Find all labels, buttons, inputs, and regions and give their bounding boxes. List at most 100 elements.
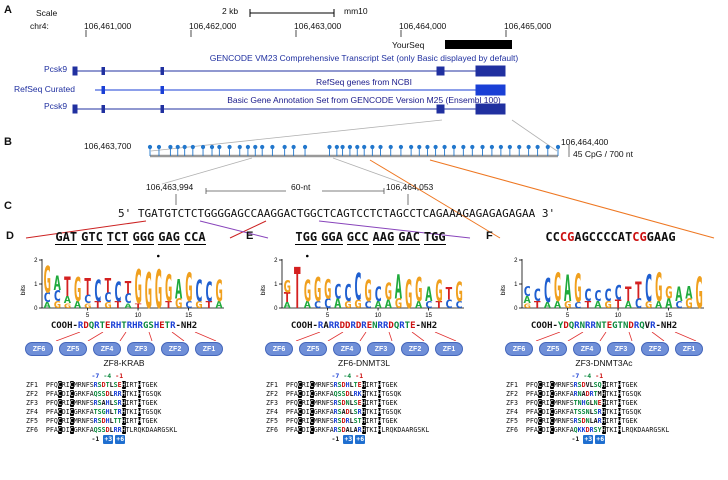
target-triplet: GAT [55, 230, 78, 246]
svg-text:15: 15 [665, 313, 672, 319]
svg-text:T: T [94, 299, 102, 310]
target-triplet: GTC [81, 230, 103, 246]
svg-text:G: G [145, 264, 153, 320]
svg-text:15: 15 [185, 313, 192, 319]
zf-oval: ZF4 [93, 342, 121, 356]
ruler-ticks [85, 30, 507, 37]
helix-finger-connectors-e [295, 332, 457, 341]
svg-text:G: G [455, 277, 463, 308]
svg-text:T: T [584, 299, 592, 310]
zf-alignment-row: ZF5 PFQCRICMRNFSRSDNLARHIRTHTGEK [506, 417, 638, 425]
target-triplet: TGG [423, 230, 446, 246]
svg-text:G: G [304, 275, 312, 309]
zf-alignment-d: -7 -4 -1 ZF1 PFQCRICMRNFSRSDTLSEHIRTHTGEK ZF… [6, 372, 242, 444]
panel-b-label: B [4, 136, 12, 148]
svg-text:C: C [344, 281, 352, 307]
svg-text:T: T [165, 299, 173, 310]
scale-bar [249, 9, 335, 17]
svg-text:T: T [635, 279, 643, 305]
svg-text:10: 10 [615, 313, 622, 319]
zf-oval: ZF6 [25, 342, 53, 356]
target-triplet: TCT [106, 230, 129, 246]
svg-text:C: C [84, 293, 92, 306]
svg-text:T: T [625, 283, 633, 306]
zf-alignment-row: ZF5 PFQCRICMRNFSRSDHLTTHIRTHTGEK [26, 417, 158, 425]
helix-position-markers-bottom: -1 +3 +6 [331, 435, 366, 444]
svg-text:5: 5 [326, 313, 330, 319]
svg-text:bits: bits [260, 284, 267, 295]
svg-text:G: G [74, 270, 82, 308]
zf-oval: ZF4 [333, 342, 361, 356]
svg-text:G: G [344, 299, 352, 310]
zf-oval: ZF2 [161, 342, 189, 356]
helix-residues-d: COOH-RDQRTERHTRHRGSHETR-NH2 [50, 321, 198, 331]
zf-alignment-row: ZF2 PFACDICGRKFAQSSDLRRHTKIHTGSQK [26, 390, 162, 398]
zf-alignment-row: ZF3 PFQCRICMRNFSRSAHLSRHIRTHTGEK [26, 399, 158, 407]
cpg-lollipops [147, 144, 561, 156]
svg-text:G: G [165, 269, 173, 310]
svg-text:2: 2 [514, 258, 518, 264]
svg-text:C: C [43, 291, 51, 306]
svg-text:A: A [665, 297, 673, 312]
zf-oval: ZF5 [299, 342, 327, 356]
svg-text:bits: bits [20, 284, 27, 295]
zf-oval: ZF6 [265, 342, 293, 356]
zf-oval: ZF1 [675, 342, 703, 356]
zf-alignment-row: ZF4 PFACDICGRKFATSSNLSRHTKIHTGSQK [506, 408, 642, 416]
svg-text:G: G [175, 297, 183, 312]
svg-text:G: G [655, 264, 663, 310]
helix-residues-f: COOH-YDQRNRRNTEGTNDRQVR-NH2 [530, 321, 678, 331]
cpg-region-start: 106,463,700 [84, 141, 132, 151]
svg-text:C: C [425, 299, 433, 310]
svg-text:G: G [324, 274, 332, 305]
svg-text:G: G [385, 280, 393, 306]
svg-text:C: C [544, 272, 552, 310]
zf-alignment-e: -7 -4 -1 ZF1 PFQCRICMRNFSRSDHLTEHIRTHTGEK ZF… [246, 372, 482, 444]
svg-text:C: C [114, 277, 122, 308]
genome-label: mm10 [344, 6, 368, 16]
helix-finger-connectors-f [535, 332, 697, 341]
svg-text:A: A [43, 301, 51, 310]
svg-text:T: T [445, 285, 453, 304]
yourseq-label: YourSeq [392, 40, 425, 50]
panel-e: E TGG GGA GCC AAG GAC TGG 0 1 2 bits 5 10 15 A T G T A G C… [246, 230, 482, 444]
zoom-end-coordinate: 106,464,053 [386, 182, 434, 192]
svg-text:A: A [215, 299, 223, 310]
svg-text:A: A [675, 283, 683, 306]
panel-f-label: F [486, 230, 493, 242]
target-site-f: CCCGAGCCCCATCGGAAG [545, 230, 676, 244]
target-triplet: AAG [372, 230, 395, 246]
coord-tick-2: 106,462,000 [189, 21, 237, 31]
svg-text:A: A [374, 299, 382, 310]
svg-text:C: C [94, 275, 102, 309]
target-site-e: TGG GGA GCC AAG GAC TGG [259, 230, 482, 246]
zoom-start-coordinate: 106,463,994 [146, 182, 194, 192]
svg-text:A: A [304, 299, 312, 310]
zf-alignment-row: ZF6 PFACDICGRKFAQSSDLRRHTLRQKDAARGSKL [26, 426, 178, 434]
svg-text:G: G [134, 261, 142, 314]
target-triplet: CCA [183, 230, 206, 246]
svg-text:A: A [655, 299, 663, 310]
coord-tick-1: 106,461,000 [84, 21, 132, 31]
zf-alignment-row: ZF2 PFACDICGRKFAQSSDLRKHTKIHTGSQK [266, 390, 402, 398]
svg-text:G: G [155, 261, 163, 320]
zoom-lines-b-c [161, 157, 406, 185]
cpg-region-end: 106,464,400 [561, 137, 609, 147]
svg-text:15: 15 [425, 313, 432, 319]
panel-f: F CCCGAGCCCCATCGGAAG 0 1 2 bits 5 10 15 G A C T C A C… [486, 230, 722, 444]
zf-oval: ZF4 [573, 342, 601, 356]
gene-label-pcsk9-2: Pcsk9 [44, 101, 68, 111]
svg-text:A: A [124, 303, 132, 310]
svg-text:C: C [334, 280, 342, 303]
svg-text:C: C [195, 275, 203, 309]
svg-text:T: T [84, 275, 92, 301]
zf-oval: ZF3 [607, 342, 635, 356]
svg-text:T: T [435, 299, 443, 310]
gencode-gene-model [72, 65, 506, 77]
svg-text:G: G [523, 303, 531, 310]
svg-text:C: C [354, 268, 362, 309]
zf-oval: ZF2 [641, 342, 669, 356]
cpg-count-label: 45 CpG / 700 nt [573, 149, 634, 159]
